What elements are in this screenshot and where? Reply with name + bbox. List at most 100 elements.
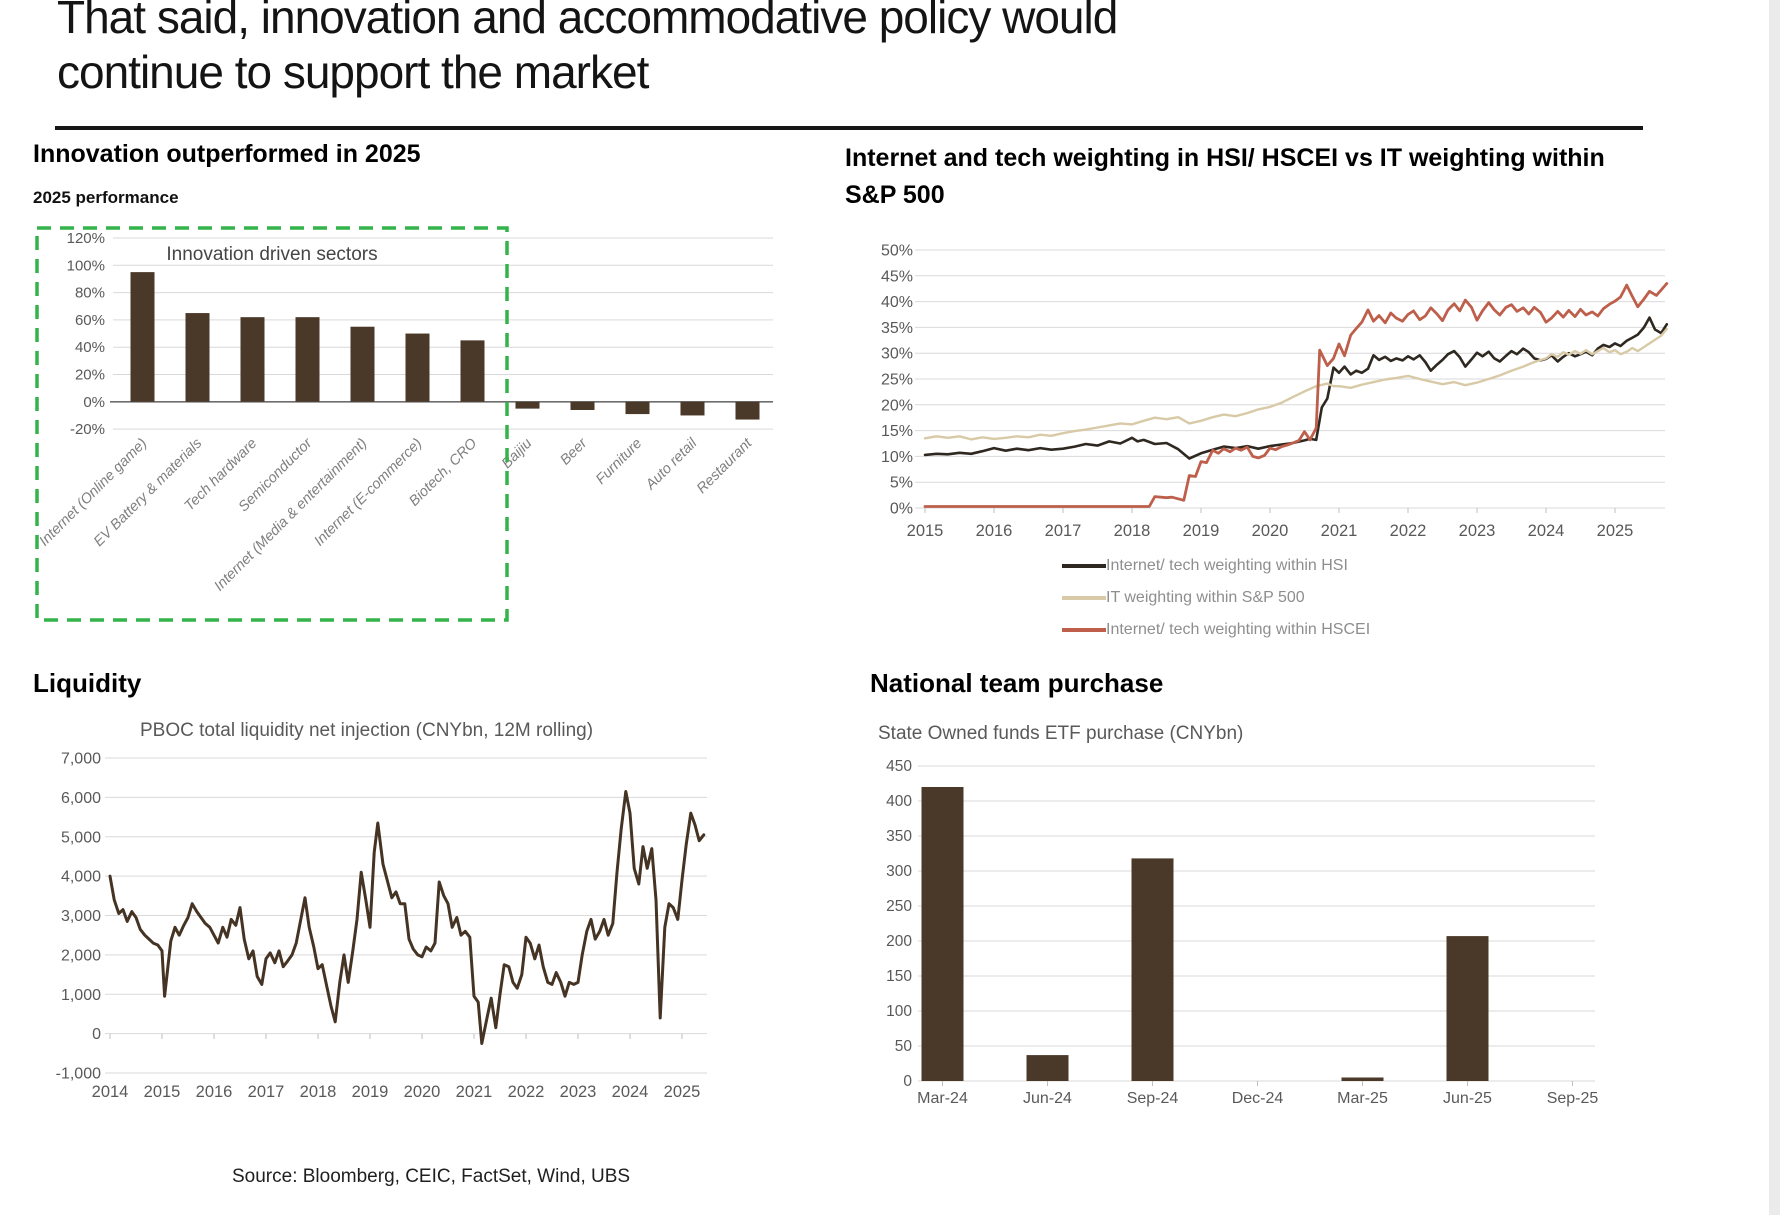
liquidity-heading: Liquidity [33, 668, 142, 698]
svg-text:10%: 10% [881, 449, 913, 466]
svg-text:2014: 2014 [92, 1083, 129, 1101]
svg-text:40%: 40% [881, 294, 913, 311]
performance-subtitle: 2025 performance [33, 188, 179, 207]
legend-label: Internet/ tech weighting within HSI [1106, 557, 1348, 574]
svg-text:-1,000: -1,000 [56, 1066, 101, 1083]
svg-text:2024: 2024 [1528, 522, 1565, 540]
svg-text:45%: 45% [881, 268, 913, 285]
svg-text:50%: 50% [881, 243, 913, 260]
svg-text:15%: 15% [881, 423, 913, 440]
svg-text:2017: 2017 [1045, 522, 1082, 540]
slide-title-line1: That said, innovation and accommodative … [57, 0, 1118, 43]
svg-text:Furniture: Furniture [593, 436, 645, 488]
svg-text:100: 100 [886, 1003, 912, 1020]
svg-text:250: 250 [886, 898, 912, 915]
svg-text:6,000: 6,000 [61, 790, 101, 807]
svg-text:35%: 35% [881, 320, 913, 337]
legend-swatch [1062, 596, 1106, 600]
svg-text:20%: 20% [75, 367, 105, 384]
svg-text:50: 50 [895, 1038, 913, 1055]
svg-text:20%: 20% [881, 397, 913, 414]
svg-text:7,000: 7,000 [61, 751, 101, 768]
svg-text:2015: 2015 [144, 1083, 181, 1101]
svg-text:4,000: 4,000 [61, 869, 101, 886]
svg-text:Baijiu: Baijiu [499, 436, 535, 472]
svg-text:2024: 2024 [612, 1083, 649, 1101]
legend-item: Internet/ tech weighting within HSI [1062, 556, 1370, 576]
legend-item: IT weighting within S&P 500 [1062, 588, 1370, 608]
svg-text:5,000: 5,000 [61, 829, 101, 846]
svg-text:30%: 30% [881, 346, 913, 363]
legend-label: IT weighting within S&P 500 [1106, 589, 1305, 606]
svg-text:Jun-25: Jun-25 [1443, 1090, 1492, 1107]
svg-text:2022: 2022 [508, 1083, 545, 1101]
svg-text:2025: 2025 [1597, 522, 1634, 540]
slide-title-line2: continue to support the market [57, 46, 649, 98]
svg-text:Sep-25: Sep-25 [1547, 1090, 1599, 1107]
etf-bar-chart: 0 50 100 150 200 250 300 350 400 450 Mar-24 Jun-24 S… [886, 758, 1599, 1107]
svg-text:60%: 60% [75, 312, 105, 329]
svg-text:2021: 2021 [456, 1083, 493, 1101]
svg-text:350: 350 [886, 828, 912, 845]
svg-text:Innovation driven sectors: Innovation driven sectors [166, 244, 377, 265]
svg-text:Internet (E-commerce): Internet (E-commerce) [311, 436, 425, 550]
weighting-legend: Internet/ tech weighting within HSI IT we… [1062, 556, 1370, 652]
svg-text:2021: 2021 [1321, 522, 1358, 540]
svg-text:2020: 2020 [404, 1083, 441, 1101]
national-chart-title: State Owned funds ETF purchase (CNYbn) [878, 723, 1244, 744]
svg-text:Mar-25: Mar-25 [1337, 1090, 1388, 1107]
svg-text:0: 0 [903, 1073, 912, 1090]
svg-text:Mar-24: Mar-24 [917, 1090, 968, 1107]
svg-text:2019: 2019 [1183, 522, 1220, 540]
svg-text:2,000: 2,000 [61, 947, 101, 964]
liquidity-line-chart: -1,000 0 1,000 2,000 3,000 4,000 5,000 6,000 7,0… [56, 751, 707, 1101]
svg-text:40%: 40% [75, 339, 105, 356]
svg-text:Jun-24: Jun-24 [1023, 1090, 1072, 1107]
svg-text:-20%: -20% [70, 421, 105, 438]
svg-text:0%: 0% [890, 501, 913, 518]
svg-text:Beer: Beer [557, 435, 591, 469]
legend-swatch [1062, 564, 1106, 568]
svg-text:Internet (Online game): Internet (Online game) [36, 436, 150, 550]
svg-text:2015: 2015 [907, 522, 944, 540]
legend-item: Internet/ tech weighting within HSCEI [1062, 620, 1370, 640]
page-edge [1769, 0, 1780, 1215]
legend-swatch [1062, 628, 1106, 632]
liquidity-chart-title: PBOC total liquidity net injection (CNYb… [140, 720, 594, 741]
legend-label: Internet/ tech weighting within HSCEI [1106, 621, 1371, 638]
source-note: Source: Bloomberg, CEIC, FactSet, Wind, … [232, 1166, 631, 1187]
svg-text:Sep-24: Sep-24 [1127, 1090, 1179, 1107]
svg-text:200: 200 [886, 933, 912, 950]
weighting-heading: Internet and tech weighting in HSI/ HSCE… [845, 144, 1605, 209]
svg-text:2022: 2022 [1390, 522, 1427, 540]
svg-text:2023: 2023 [1459, 522, 1496, 540]
svg-text:2016: 2016 [196, 1083, 233, 1101]
svg-text:1,000: 1,000 [61, 987, 101, 1004]
svg-text:25%: 25% [881, 372, 913, 389]
svg-text:2025: 2025 [664, 1083, 701, 1101]
svg-text:80%: 80% [75, 285, 105, 302]
svg-text:450: 450 [886, 758, 912, 775]
svg-text:150: 150 [886, 968, 912, 985]
svg-text:2020: 2020 [1252, 522, 1289, 540]
svg-text:120%: 120% [67, 230, 105, 247]
svg-text:Auto retail: Auto retail [642, 435, 701, 494]
svg-text:100%: 100% [67, 257, 105, 274]
svg-text:2017: 2017 [248, 1083, 285, 1101]
svg-text:300: 300 [886, 863, 912, 880]
title-divider [55, 126, 1643, 130]
svg-text:5%: 5% [890, 475, 913, 492]
svg-text:2018: 2018 [1114, 522, 1151, 540]
slide-title: That said, innovation and accommodative … [57, 0, 1457, 100]
svg-text:Dec-24: Dec-24 [1232, 1090, 1284, 1107]
svg-text:EV Battery & materials: EV Battery & materials [91, 436, 205, 550]
svg-text:2023: 2023 [560, 1083, 597, 1101]
svg-text:2016: 2016 [976, 522, 1013, 540]
performance-heading: Innovation outperformed in 2025 [33, 140, 421, 168]
national-heading: National team purchase [870, 668, 1164, 698]
performance-bar-chart: 120% 100% 80% 60% 40% 20% 0% -20%Internet (Onli… [35, 226, 773, 622]
svg-text:3,000: 3,000 [61, 908, 101, 925]
svg-text:0: 0 [92, 1026, 101, 1043]
svg-text:400: 400 [886, 793, 912, 810]
